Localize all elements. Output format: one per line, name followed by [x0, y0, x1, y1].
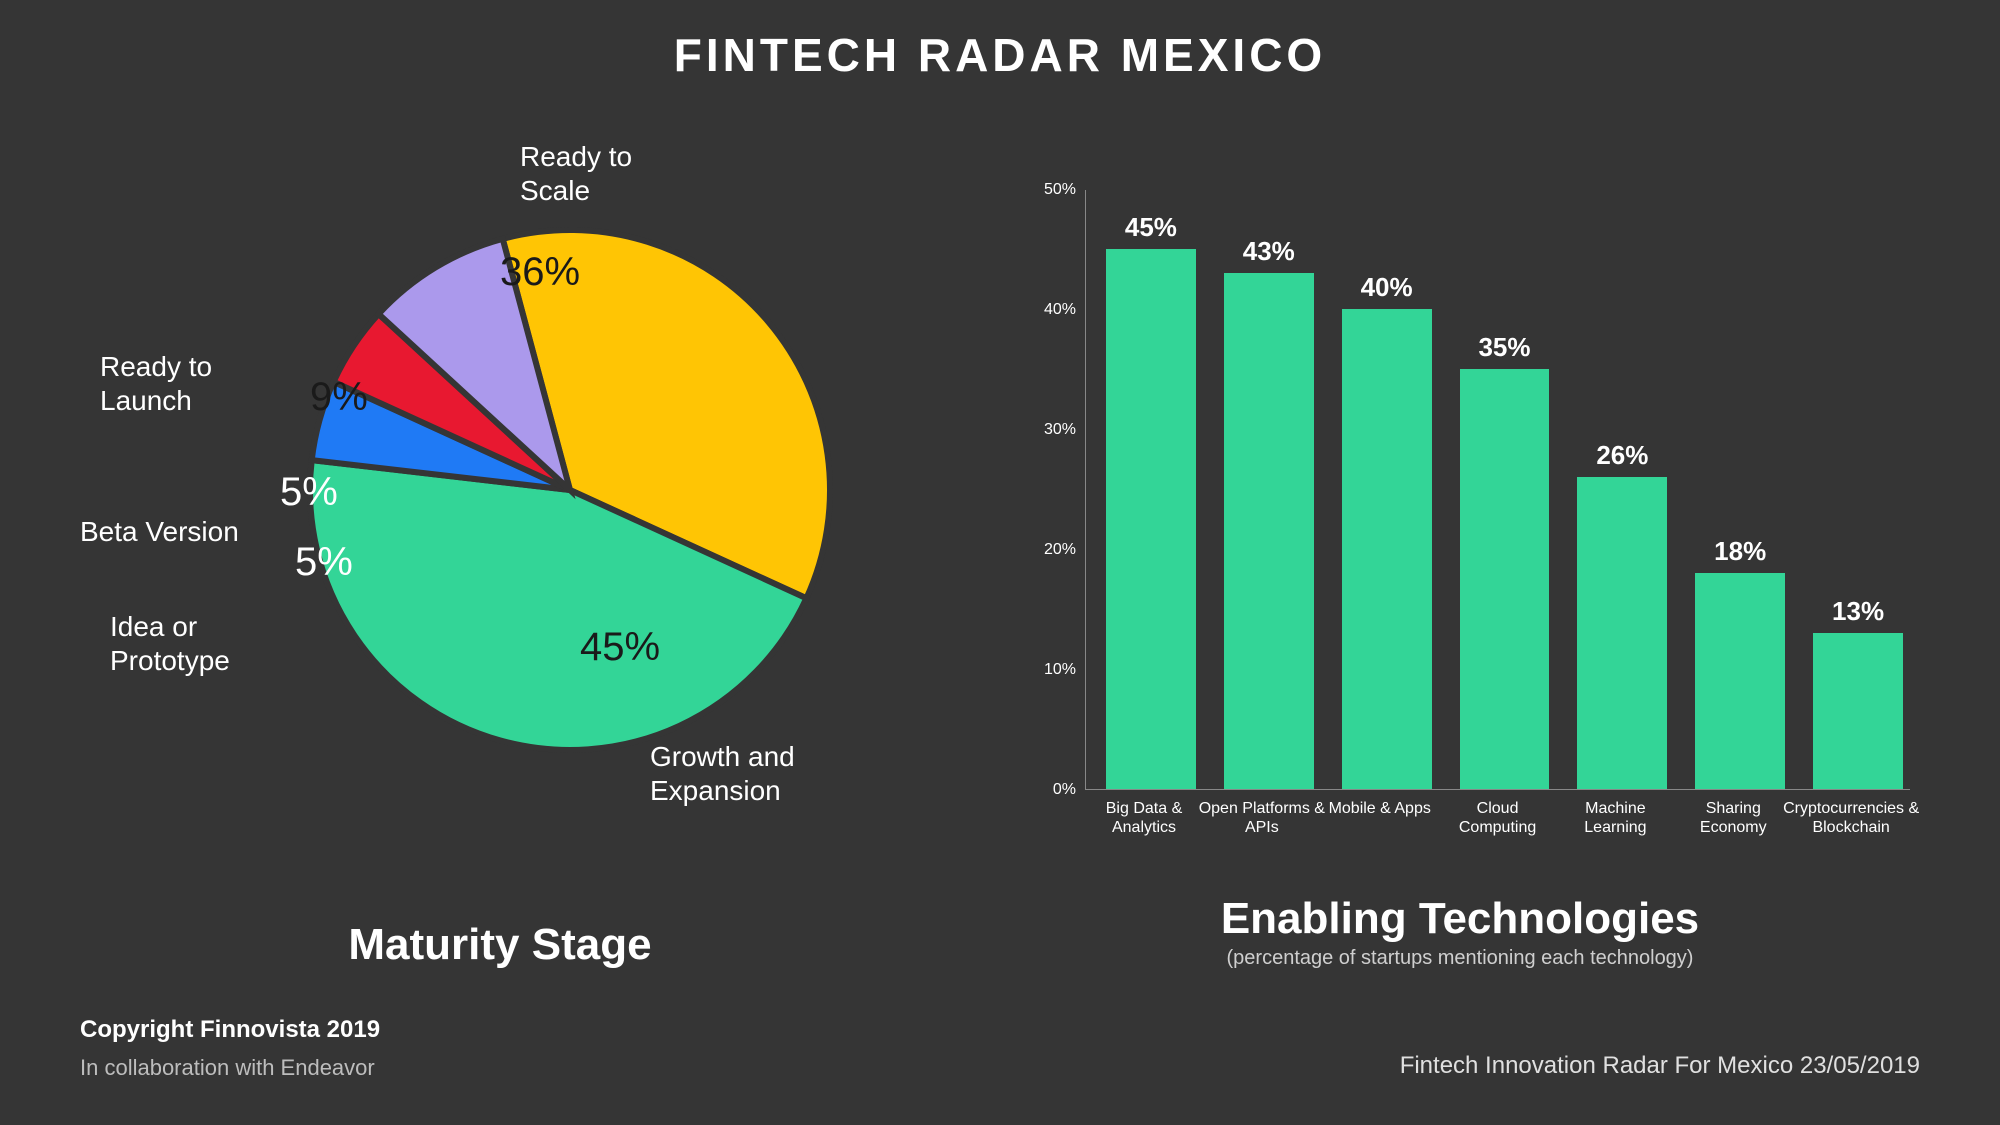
- bar: [1342, 309, 1432, 789]
- page-title: FINTECH RADAR MEXICO: [0, 28, 2000, 82]
- y-axis-tick: 30%: [1044, 421, 1076, 439]
- bar-chart-subtitle: (percentage of startups mentioning each …: [1000, 947, 1920, 970]
- bar-value: 43%: [1212, 236, 1326, 267]
- bar-value: 45%: [1094, 212, 1208, 243]
- pie-slice-label: Idea orPrototype: [110, 610, 230, 677]
- pie-slice-value: 36%: [500, 250, 580, 295]
- pie-slice-value: 9%: [310, 375, 368, 420]
- footer-left: Copyright Finnovista 2019 In collaborati…: [80, 1011, 380, 1085]
- bar-chart-title: Enabling Technologies: [1000, 894, 1920, 944]
- pie-slice-label: Beta Version: [80, 515, 239, 549]
- y-axis-tick: 50%: [1044, 181, 1076, 199]
- y-axis-tick: 10%: [1044, 661, 1076, 679]
- pie-slice-label: Ready toScale: [520, 140, 632, 207]
- bar-value: 40%: [1330, 272, 1444, 303]
- bar-plot-area: 45%Big Data &Analytics43%Open Platforms …: [1085, 190, 1910, 790]
- enabling-tech-panel: 0% 10% 20% 30% 40% 50% 45%Big Data &Analytics…: [1000, 150, 1920, 970]
- y-axis-tick: 20%: [1044, 541, 1076, 559]
- bar-value: 18%: [1683, 536, 1797, 567]
- bar: [1460, 369, 1550, 789]
- bar-value: 35%: [1448, 332, 1562, 363]
- y-axis-tick: 0%: [1053, 781, 1076, 799]
- bar-value: 13%: [1801, 596, 1915, 627]
- y-axis: 0%10%20%30%40%50%: [1030, 190, 1080, 790]
- bar: [1106, 249, 1196, 789]
- pie-slice-label: Ready toLaunch: [100, 350, 212, 417]
- pie-slice-label: Growth andExpansion: [650, 740, 795, 807]
- bar: [1813, 633, 1903, 789]
- pie-slice-value: 5%: [295, 540, 353, 585]
- copyright-text: Copyright Finnovista 2019: [80, 1011, 380, 1049]
- bar-chart: 0%10%20%30%40%50% 45%Big Data &Analytics…: [1030, 190, 1910, 790]
- pie-slice-value: 5%: [280, 470, 338, 515]
- pie-chart-title: Maturity Stage: [80, 920, 920, 970]
- bar-x-label: Cryptocurrencies &Blockchain: [1781, 789, 1921, 837]
- bar: [1695, 573, 1785, 789]
- bar: [1577, 477, 1667, 789]
- maturity-stage-panel: Ready toScale36%Growth andExpansion45%Id…: [80, 150, 920, 970]
- bar: [1224, 273, 1314, 789]
- collab-text: In collaboration with Endeavor: [80, 1050, 380, 1085]
- y-axis-tick: 40%: [1044, 301, 1076, 319]
- bar-value: 26%: [1565, 440, 1679, 471]
- pie-slice-value: 45%: [580, 625, 660, 670]
- footer-right: Fintech Innovation Radar For Mexico 23/0…: [1400, 1052, 1920, 1080]
